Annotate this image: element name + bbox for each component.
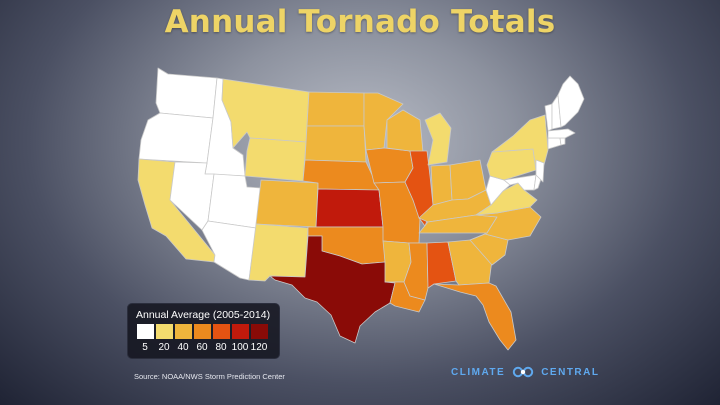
state-mn	[363, 92, 404, 151]
state-mi	[424, 112, 452, 166]
legend-tick-label: 80	[215, 342, 227, 353]
state-fl	[433, 282, 517, 351]
climate-central-logo-icon	[511, 366, 535, 378]
state-me	[557, 75, 585, 128]
brand-word-left: CLIMATE	[451, 366, 506, 378]
state-sd	[304, 125, 367, 163]
state-ms	[403, 242, 429, 301]
state-ri	[559, 137, 566, 146]
legend-tick-label: 60	[196, 342, 208, 353]
state-ma	[547, 128, 576, 139]
state-in	[430, 164, 453, 206]
state-ut	[207, 173, 262, 229]
state-wa	[155, 67, 218, 119]
legend-swatch	[156, 324, 173, 339]
state-ct	[547, 137, 562, 150]
legend-swatch	[194, 324, 211, 339]
state-tx	[269, 235, 396, 344]
state-pa	[486, 148, 537, 181]
legend-title: Annual Average (2005-2014)	[136, 309, 271, 321]
state-va	[475, 182, 538, 216]
legend-tick-label: 120	[250, 342, 268, 353]
source-credit: Source: NOAA/NWS Storm Prediction Center	[134, 372, 285, 381]
climate-central-brand: CLIMATE CENTRAL	[451, 366, 599, 378]
state-ks	[315, 188, 384, 228]
state-or	[138, 112, 214, 164]
state-ny	[491, 114, 549, 171]
state-nd	[306, 91, 365, 127]
legend-swatch	[137, 324, 154, 339]
state-wi	[386, 109, 424, 153]
state-wy	[244, 137, 307, 182]
state-mt	[221, 78, 310, 149]
state-nj	[535, 159, 545, 183]
state-al	[426, 241, 457, 289]
legend-tick-label: 5	[142, 342, 148, 353]
legend-swatch	[232, 324, 249, 339]
map-title: Annual Tornado Totals	[164, 4, 556, 40]
legend-tick-label: 20	[158, 342, 170, 353]
legend-swatch	[175, 324, 192, 339]
state-ia	[365, 147, 414, 184]
legend-tick-label: 100	[231, 342, 249, 353]
legend-tick-label: 40	[177, 342, 189, 353]
state-nm	[248, 223, 309, 282]
brand-word-right: CENTRAL	[541, 366, 600, 378]
legend-swatch	[251, 324, 268, 339]
map-legend: Annual Average (2005-2014) 5 20 40 60 80 100 1…	[127, 303, 280, 359]
legend-swatch	[213, 324, 230, 339]
state-co	[255, 179, 319, 228]
